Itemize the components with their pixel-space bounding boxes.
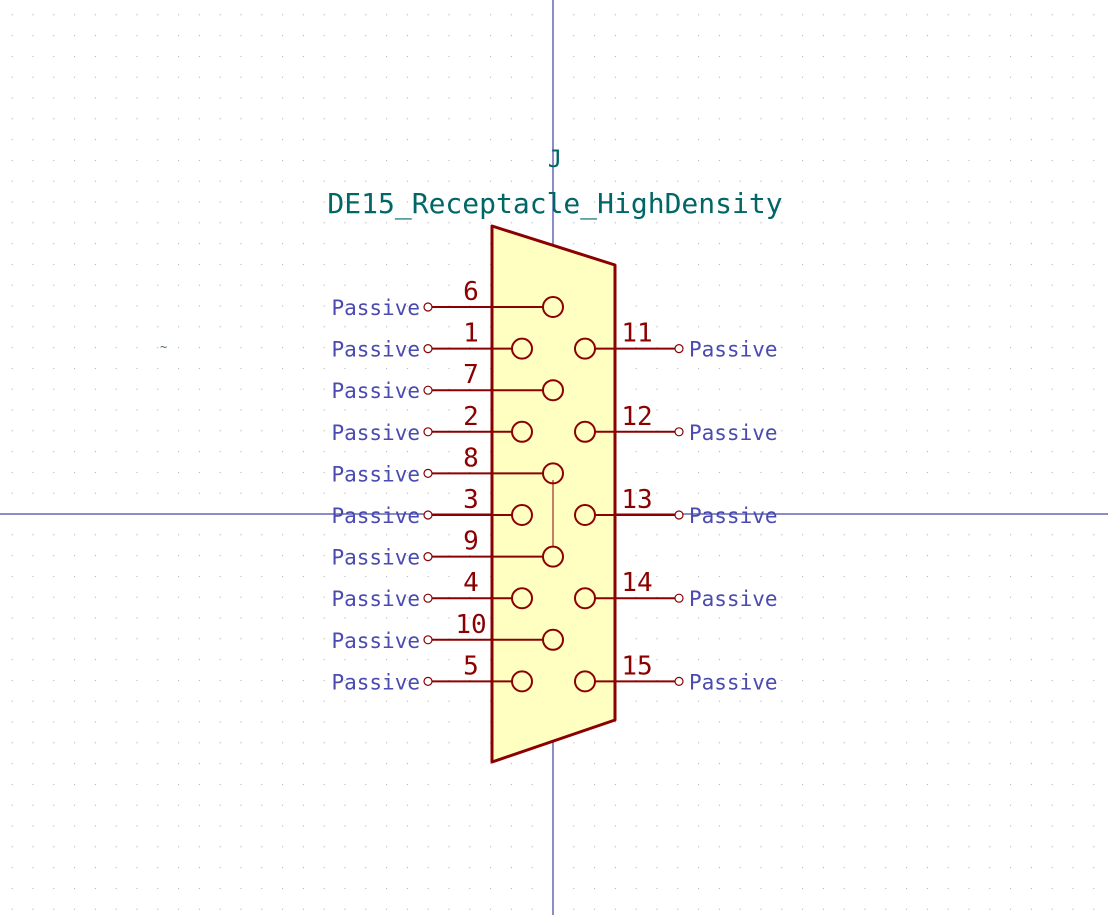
pin-group: 6 Passive 1 Passive 7 Passive 2 Passive 8 Passive… <box>331 277 777 694</box>
pin-type-label: Passive <box>689 670 778 694</box>
pin-number: 6 <box>463 277 479 307</box>
contact-circle <box>574 670 596 693</box>
pin-number: 13 <box>621 485 652 515</box>
pin-endpoint[interactable] <box>423 344 433 354</box>
contact-circle <box>574 504 596 526</box>
contact-circle <box>511 670 533 693</box>
reference-designator[interactable]: J <box>548 145 562 173</box>
pin-number: 9 <box>463 527 479 557</box>
contact-circle <box>511 337 533 360</box>
pin-endpoint[interactable] <box>674 593 684 603</box>
pin-type-label: Passive <box>689 504 778 528</box>
symbol-value[interactable]: DE15_Receptacle_HighDensity <box>327 187 782 221</box>
contact-circle <box>574 337 596 360</box>
contact-circle <box>542 379 564 402</box>
pin-number: 12 <box>621 402 652 432</box>
pin-endpoint[interactable] <box>423 551 433 562</box>
pin-type-label: Passive <box>689 587 778 611</box>
pin-10[interactable]: 10 Passive <box>331 610 564 653</box>
pin-type-label: Passive <box>689 421 778 445</box>
pin-number: 8 <box>463 443 479 473</box>
pin-type-label: Passive <box>331 421 420 445</box>
pin-number: 4 <box>463 568 479 598</box>
pin-number: 3 <box>463 485 479 515</box>
contact-circle <box>542 296 564 318</box>
pin-number: 10 <box>455 610 486 640</box>
contact-circle <box>511 587 533 610</box>
pin-endpoint[interactable] <box>674 344 684 354</box>
pin-3[interactable]: 3 Passive <box>331 485 533 528</box>
pin-14[interactable]: 14 Passive <box>574 568 778 611</box>
pin-15[interactable]: 15 Passive <box>574 651 778 694</box>
pin-7[interactable]: 7 Passive <box>331 360 564 403</box>
pin-5[interactable]: 5 Passive <box>331 651 533 694</box>
pin-number: 14 <box>621 568 652 598</box>
pin-endpoint[interactable] <box>423 468 433 478</box>
contact-circle <box>511 504 533 526</box>
pin-number: 5 <box>463 651 479 681</box>
pin-endpoint[interactable] <box>423 510 433 520</box>
pin-number: 11 <box>621 319 652 349</box>
contact-circle <box>574 420 596 443</box>
pin-number: 1 <box>463 319 479 349</box>
pin-type-label: Passive <box>331 587 420 611</box>
pin-11[interactable]: 11 Passive <box>574 319 778 362</box>
pin-number: 2 <box>463 402 479 432</box>
pin-13[interactable]: 13 Passive <box>574 485 778 528</box>
pin-type-label: Passive <box>331 546 420 570</box>
pin-type-label: Passive <box>331 629 420 653</box>
pin-endpoint[interactable] <box>423 427 433 437</box>
pin-type-label: Passive <box>331 670 420 694</box>
grid-dots <box>11 14 1095 910</box>
pin-endpoint[interactable] <box>423 676 433 687</box>
pin-endpoint[interactable] <box>423 635 433 645</box>
contact-circle <box>511 420 533 443</box>
pin-type-label: Passive <box>331 338 420 362</box>
pin-endpoint[interactable] <box>674 676 684 687</box>
contact-circle <box>542 545 564 568</box>
pin-6[interactable]: 6 Passive <box>331 277 564 320</box>
connector-symbol[interactable]: 6 Passive 1 Passive 7 Passive 2 Passive 8 Passive… <box>327 145 783 764</box>
contact-circle <box>542 462 564 485</box>
pin-8[interactable]: 8 Passive <box>331 443 564 486</box>
pin-4[interactable]: 4 Passive <box>331 568 533 611</box>
pin-type-label: Passive <box>331 379 420 403</box>
pin-1[interactable]: 1 Passive <box>331 319 533 362</box>
pin-endpoint[interactable] <box>423 385 433 395</box>
pin-number: 15 <box>621 651 652 681</box>
pin-type-label: Passive <box>689 338 778 362</box>
pin-12[interactable]: 12 Passive <box>574 402 778 445</box>
pin-9[interactable]: 9 Passive <box>331 527 564 570</box>
pin-endpoint[interactable] <box>674 427 684 437</box>
pin-endpoint[interactable] <box>423 302 433 312</box>
pin-endpoint[interactable] <box>423 593 433 603</box>
pin-type-label: Passive <box>331 296 420 320</box>
pin-number: 7 <box>463 360 479 390</box>
tilde-glyph: ~ <box>160 340 167 354</box>
pin-type-label: Passive <box>331 462 420 486</box>
pin-2[interactable]: 2 Passive <box>331 402 533 445</box>
pin-type-label: Passive <box>331 504 420 528</box>
contact-circle <box>574 587 596 610</box>
contact-circle <box>542 628 564 651</box>
pin-endpoint[interactable] <box>674 510 684 520</box>
